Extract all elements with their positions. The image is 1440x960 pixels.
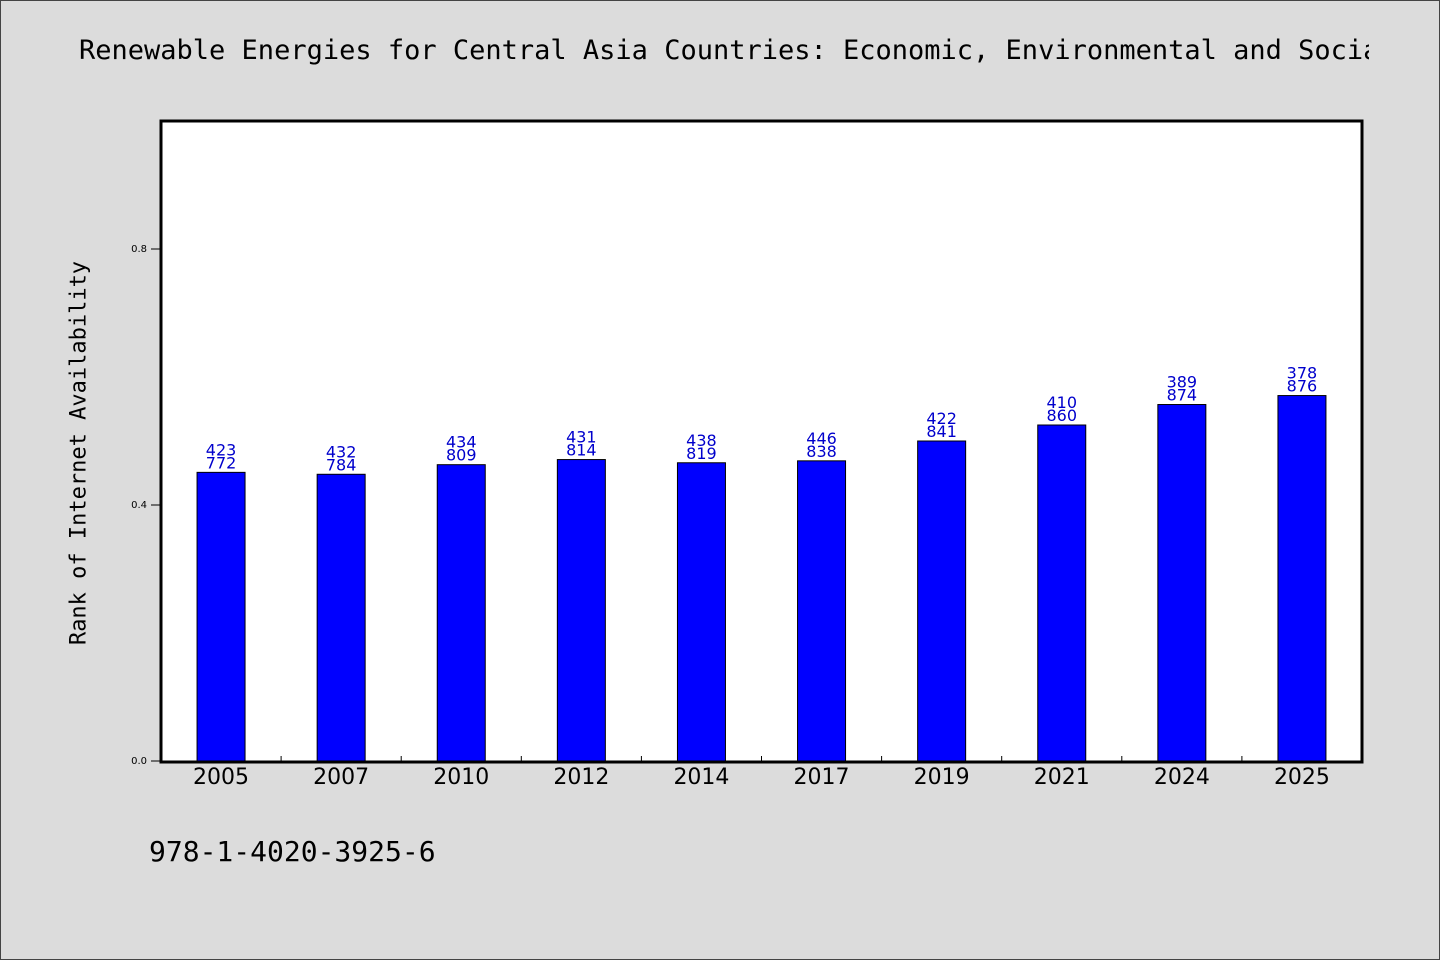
x-tick-label: 2025: [1274, 765, 1330, 790]
x-tick-label: 2021: [1034, 765, 1090, 790]
bar-data-label-bottom: 814: [566, 441, 597, 460]
bar-data-label-bottom: 809: [446, 446, 477, 465]
bar: [436, 464, 486, 762]
bar-data-label-bottom: 841: [926, 422, 957, 441]
bar-data-label-top: 389: [1167, 373, 1198, 392]
x-tick-label: 2017: [794, 765, 850, 790]
bar-data-label-bottom: 860: [1046, 406, 1077, 425]
bar-data-label-bottom: 874: [1167, 386, 1198, 405]
bar: [196, 471, 246, 762]
bar-data-label-top: 446: [806, 429, 837, 448]
y-tick-label: 0.0: [131, 756, 147, 767]
bar: [676, 462, 726, 762]
plot-frame: [159, 119, 1364, 764]
bar-data-label-top: 378: [1287, 364, 1318, 383]
y-tick-label: 0.4: [131, 500, 147, 511]
isbn-footnote: 978-1-4020-3925-6: [149, 835, 436, 868]
bar-data-label-top: 438: [686, 431, 717, 450]
bar: [917, 440, 967, 762]
axis-ticks: 0.0 0.4 0.8 2005 2007 2010 2012 2014 2017 2019 202…: [131, 244, 1330, 790]
bar-data-label-top: 422: [926, 409, 957, 428]
bars-group: 4237724327844348094318144388194468384228…: [196, 364, 1327, 762]
x-tick-label: 2012: [553, 765, 609, 790]
x-tick-label: 2019: [914, 765, 970, 790]
bar: [1157, 404, 1207, 762]
chart-title: Renewable Energies for Central Asia Coun…: [79, 35, 1369, 66]
x-tick-label: 2010: [433, 765, 489, 790]
x-tick-label: 2024: [1154, 765, 1210, 790]
bar: [1277, 395, 1327, 762]
x-tick-label: 2007: [313, 765, 369, 790]
x-tick-label: 2014: [673, 765, 729, 790]
bar-data-label-top: 423: [206, 440, 237, 459]
bar-data-label-top: 410: [1046, 393, 1077, 412]
bar: [316, 473, 366, 762]
bar-data-label-bottom: 838: [806, 442, 837, 461]
bar-data-label-top: 434: [446, 433, 477, 452]
y-tick-label: 0.8: [131, 244, 147, 255]
bar-data-label-bottom: 772: [206, 453, 237, 472]
bar-data-label-bottom: 876: [1287, 377, 1318, 396]
bar-data-label-bottom: 819: [686, 444, 717, 463]
bar: [556, 459, 606, 762]
bar-data-label-top: 431: [566, 428, 597, 447]
bar-data-label-bottom: 784: [326, 455, 357, 474]
bar: [1037, 424, 1087, 762]
x-tick-label: 2005: [193, 765, 249, 790]
bar-data-label-top: 432: [326, 442, 357, 461]
bar: [797, 460, 847, 762]
